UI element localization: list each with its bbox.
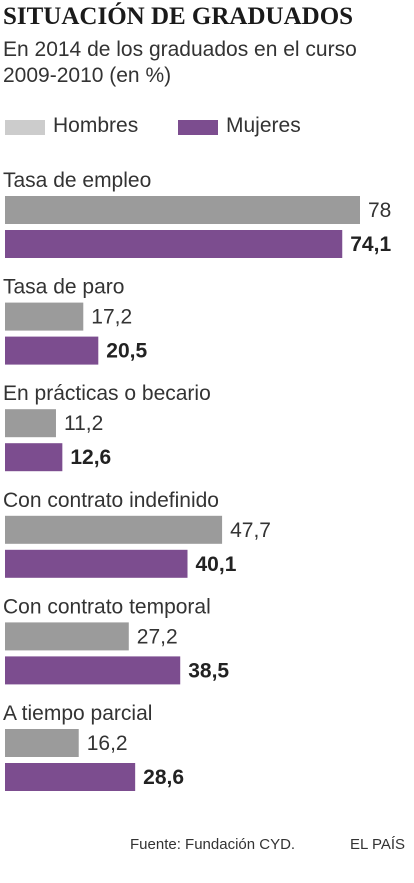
- value-label-mujeres-a-tiempo-parcial: 28,6: [143, 766, 184, 789]
- bar-mujeres-en-practicas-o-becario: [5, 443, 63, 472]
- bar-hombres-tasa-de-empleo: [5, 196, 360, 224]
- value-label-hombres-con-contrato-indefinido: 47,7: [230, 519, 271, 542]
- value-label-mujeres-con-contrato-temporal: 38,5: [188, 659, 229, 682]
- bar-mujeres-tasa-de-empleo: [5, 230, 343, 258]
- source-note: Fuente: Fundación CYD.: [130, 836, 296, 853]
- legend-label-mujeres: Mujeres: [226, 114, 301, 137]
- bar-hombres-a-tiempo-parcial: [5, 729, 79, 757]
- value-label-hombres-en-practicas-o-becario: 11,2: [64, 412, 103, 435]
- bar-mujeres-con-contrato-temporal: [5, 656, 181, 685]
- bar-hombres-con-contrato-indefinido: [5, 515, 223, 544]
- value-label-mujeres-tasa-de-paro: 20,5: [106, 340, 147, 363]
- category-label-con-contrato-indefinido: Con contrato indefinido: [3, 489, 219, 512]
- value-label-hombres-a-tiempo-parcial: 16,2: [87, 732, 128, 755]
- chart-subtitle-line-2: 2009-2010 (en %): [3, 64, 172, 87]
- bar-hombres-con-contrato-temporal: [5, 622, 129, 651]
- chart-title: SITUACIÓN DE GRADUADOS: [3, 3, 354, 30]
- category-label-tasa-de-paro: Tasa de paro: [3, 276, 124, 299]
- value-label-mujeres-en-practicas-o-becario: 12,6: [70, 446, 111, 469]
- category-label-con-contrato-temporal: Con contrato temporal: [3, 595, 211, 618]
- value-label-mujeres-tasa-de-empleo: 74,1: [350, 233, 391, 256]
- legend-swatch-mujeres: [178, 120, 218, 135]
- legend-label-hombres: Hombres: [53, 114, 139, 137]
- value-label-hombres-tasa-de-paro: 17,2: [91, 306, 132, 329]
- category-label-tasa-de-empleo: Tasa de empleo: [3, 169, 151, 192]
- legend-swatch-hombres: [5, 120, 45, 135]
- chart-subtitle-line-1: En 2014 de los graduados en el curso: [3, 38, 357, 61]
- brand-name: EL PAÍS: [350, 836, 406, 853]
- bar-mujeres-tasa-de-paro: [5, 336, 99, 365]
- bar-hombres-tasa-de-paro: [5, 302, 84, 331]
- category-label-en-practicas-o-becario: En prácticas o becario: [3, 382, 211, 405]
- value-label-mujeres-con-contrato-indefinido: 40,1: [196, 553, 237, 576]
- value-label-hombres-con-contrato-temporal: 27,2: [137, 625, 178, 648]
- value-label-hombres-tasa-de-empleo: 78: [368, 199, 391, 222]
- bar-mujeres-a-tiempo-parcial: [5, 763, 136, 791]
- bar-mujeres-con-contrato-indefinido: [5, 549, 188, 578]
- bar-hombres-en-practicas-o-becario: [5, 409, 56, 438]
- category-label-a-tiempo-parcial: A tiempo parcial: [3, 702, 152, 725]
